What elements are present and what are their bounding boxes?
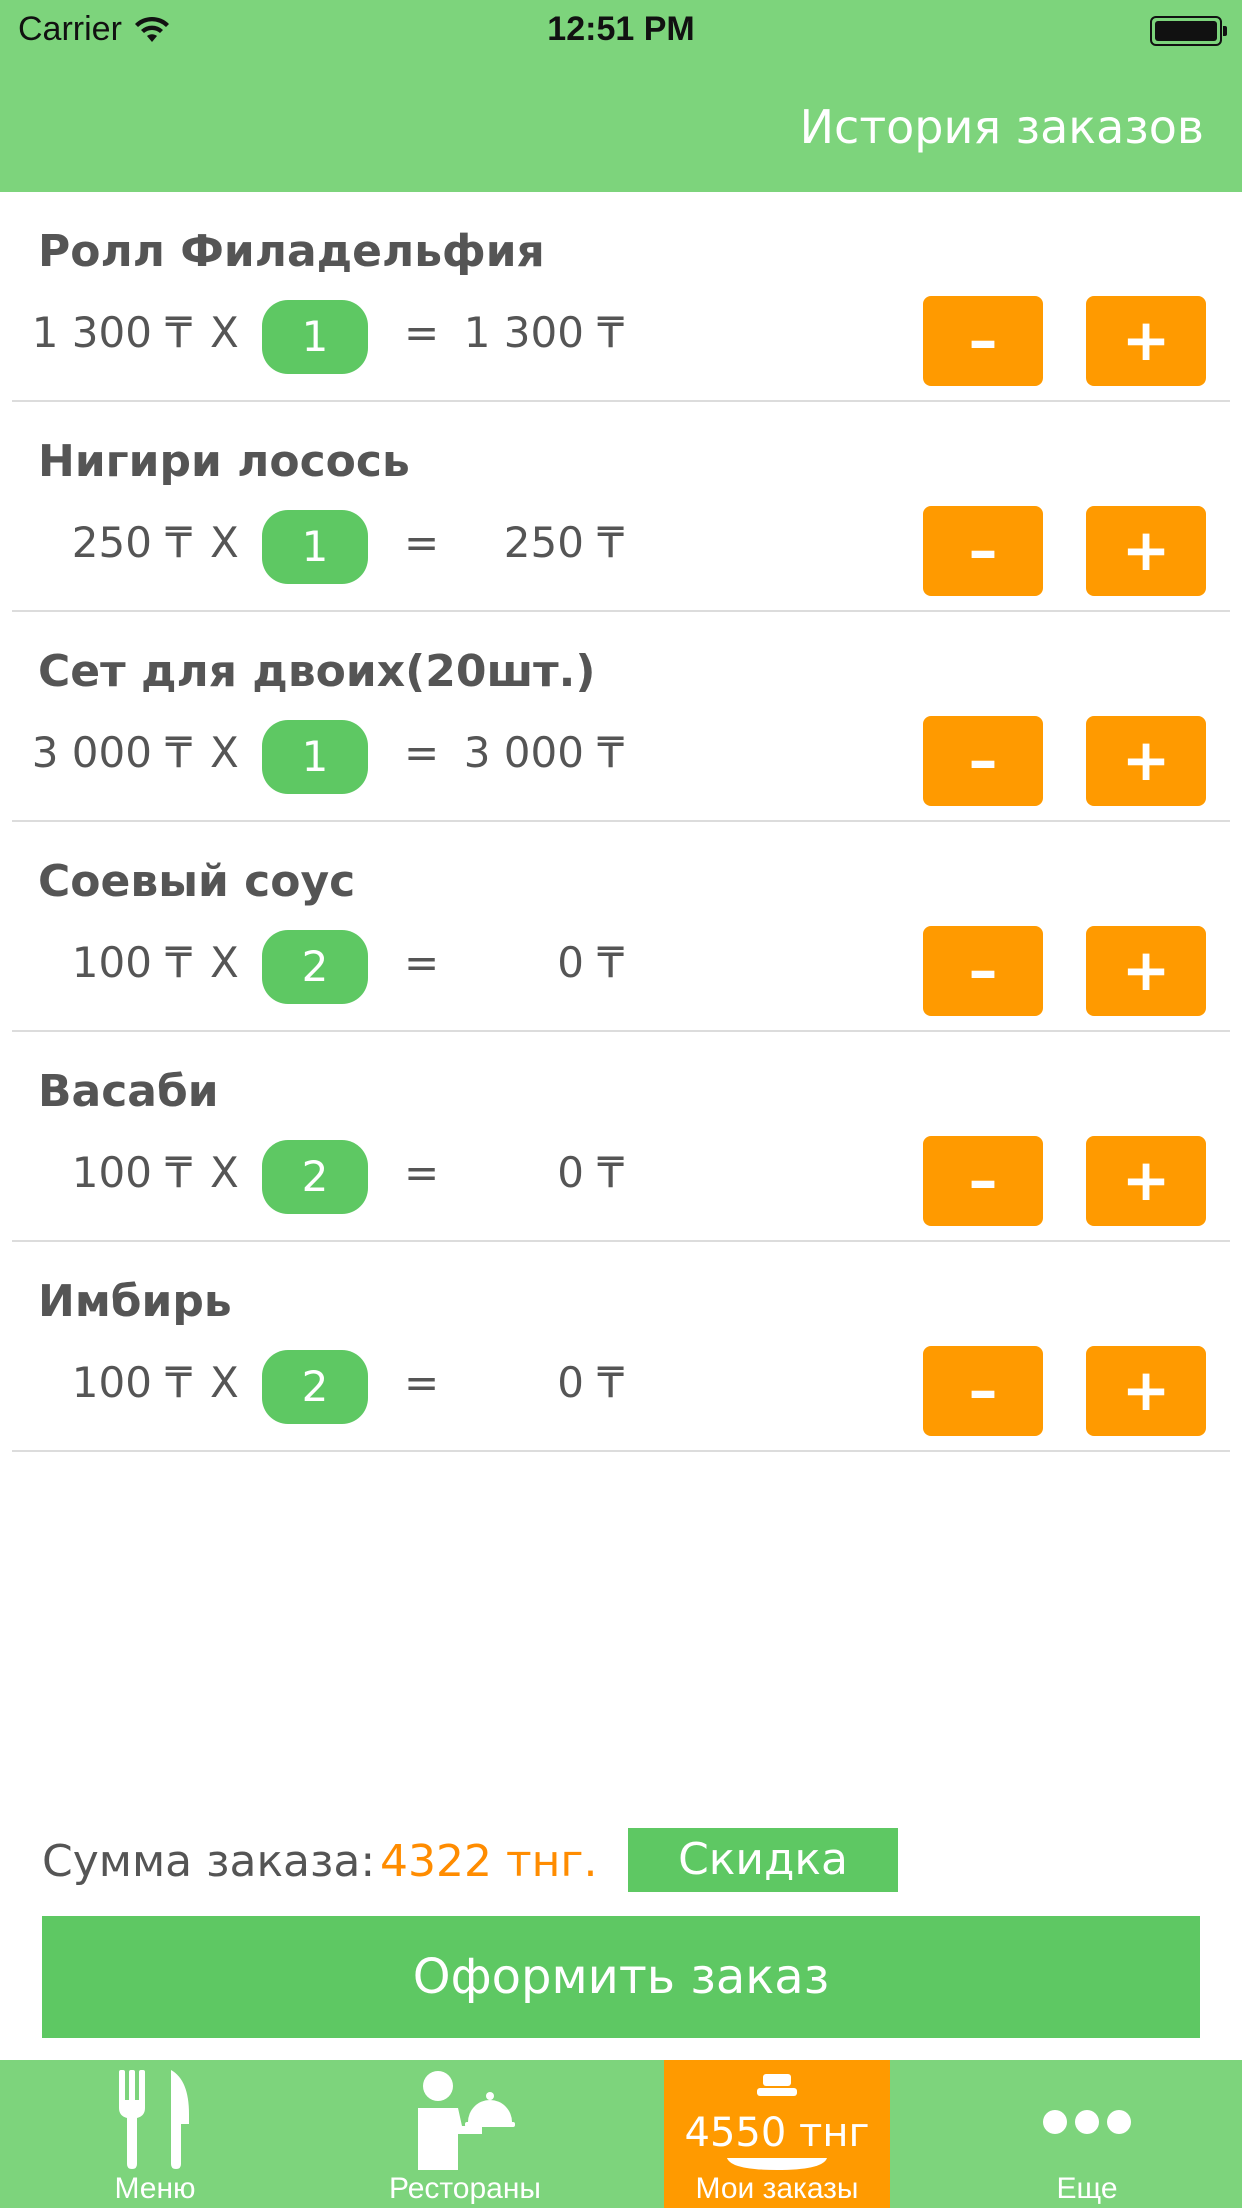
quantity-badge: 1 (262, 720, 368, 794)
decrease-button[interactable]: – (923, 506, 1043, 596)
quantity-badge: 2 (262, 930, 368, 1004)
decrease-button[interactable]: – (923, 1346, 1043, 1436)
cart-icon (727, 2074, 827, 2170)
item-total: 0 ₸ (557, 1358, 624, 1407)
equals-sign: = (404, 728, 440, 777)
fork-knife-icon (119, 2070, 189, 2169)
status-time: 12:51 PM (547, 10, 695, 48)
item-total: 3 000 ₸ (463, 728, 624, 777)
carrier: Carrier (18, 10, 172, 49)
item-total: 0 ₸ (557, 938, 624, 987)
item-price: 3 000 ₸ (31, 728, 192, 777)
item-total: 250 ₸ (503, 518, 624, 567)
item-name: Соевый соус (38, 856, 356, 907)
increase-button[interactable]: + (1086, 296, 1206, 386)
increase-button[interactable]: + (1086, 1346, 1206, 1436)
sum-value: 4322 тнг. (380, 1836, 598, 1887)
multiply-sign: X (210, 518, 239, 567)
item-name: Сет для двоих(20шт.) (38, 646, 596, 697)
decrease-button[interactable]: – (923, 296, 1043, 386)
increase-button[interactable]: + (1086, 926, 1206, 1016)
more-icon (1043, 2110, 1131, 2134)
equals-sign: = (404, 1358, 440, 1407)
status-bar: Carrier 12:51 PM (0, 0, 1242, 60)
order-row: Нигири лосось 250 ₸ X 1 = 250 ₸ – + (12, 402, 1230, 612)
quantity-badge: 2 (262, 1140, 368, 1214)
equals-sign: = (404, 1148, 440, 1197)
battery-icon (1150, 16, 1227, 46)
item-price: 100 ₸ (71, 1148, 192, 1197)
increase-button[interactable]: + (1086, 716, 1206, 806)
checkout-button[interactable]: Оформить заказ (42, 1916, 1200, 2038)
tab-label: Меню (114, 2172, 196, 2205)
discount-button[interactable]: Скидка 5%? (628, 1828, 898, 1949)
item-name: Нигири лосось (38, 436, 410, 487)
order-row: Имбирь 100 ₸ X 2 = 0 ₸ – + (12, 1242, 1230, 1452)
order-row: Васаби 100 ₸ X 2 = 0 ₸ – + (12, 1032, 1230, 1242)
decrease-button[interactable]: – (923, 926, 1043, 1016)
tab-bar: Меню Рестораны 4550 тнг Мои заказы Еще (0, 2060, 1242, 2208)
item-total: 1 300 ₸ (463, 308, 624, 357)
decrease-button[interactable]: – (923, 716, 1043, 806)
waiter-icon (418, 2071, 515, 2170)
multiply-sign: X (210, 1148, 239, 1197)
multiply-sign: X (210, 938, 239, 987)
item-name: Васаби (38, 1066, 219, 1117)
quantity-badge: 2 (262, 1350, 368, 1424)
sum-label: Сумма заказа: (42, 1836, 376, 1887)
multiply-sign: X (210, 1358, 239, 1407)
tab-label: Еще (1056, 2172, 1118, 2205)
item-price: 250 ₸ (71, 518, 192, 567)
item-total: 0 ₸ (557, 1148, 624, 1197)
quantity-badge: 1 (262, 300, 368, 374)
page-title: История заказов (799, 100, 1204, 154)
tab-my-orders[interactable]: 4550 тнг Мои заказы (664, 2060, 890, 2208)
quantity-badge: 1 (262, 510, 368, 584)
item-price: 100 ₸ (71, 938, 192, 987)
order-row: Ролл Филадельфия 1 300 ₸ X 1 = 1 300 ₸ –… (12, 192, 1230, 402)
increase-button[interactable]: + (1086, 1136, 1206, 1226)
increase-button[interactable]: + (1086, 506, 1206, 596)
tab-restaurants[interactable]: Рестораны (352, 2060, 578, 2208)
tab-menu[interactable]: Меню (42, 2060, 268, 2208)
item-price: 100 ₸ (71, 1358, 192, 1407)
item-name: Ролл Филадельфия (38, 226, 545, 277)
order-list: Ролл Филадельфия 1 300 ₸ X 1 = 1 300 ₸ –… (0, 192, 1242, 1452)
decrease-button[interactable]: – (923, 1136, 1043, 1226)
order-row: Соевый соус 100 ₸ X 2 = 0 ₸ – + (12, 822, 1230, 1032)
cart-amount: 4550 тнг (684, 2110, 870, 2156)
multiply-sign: X (210, 308, 239, 357)
tab-label: Мои заказы (695, 2172, 859, 2205)
item-name: Имбирь (38, 1276, 232, 1327)
equals-sign: = (404, 518, 440, 567)
navigation-bar: История заказов (0, 60, 1242, 192)
tab-label: Рестораны (389, 2172, 541, 2205)
carrier-label: Carrier (18, 10, 122, 48)
item-price: 1 300 ₸ (31, 308, 192, 357)
multiply-sign: X (210, 728, 239, 777)
order-row: Сет для двоих(20шт.) 3 000 ₸ X 1 = 3 000… (12, 612, 1230, 822)
tab-more[interactable]: Еще (974, 2060, 1200, 2208)
order-summary: Сумма заказа: 4322 тнг. Скидка 5%? (0, 1826, 1242, 1949)
equals-sign: = (404, 308, 440, 357)
equals-sign: = (404, 938, 440, 987)
wifi-icon (134, 16, 169, 42)
